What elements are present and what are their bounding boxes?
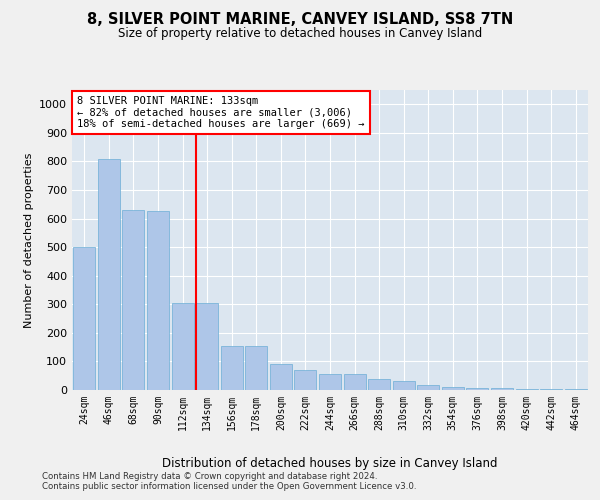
Text: Contains public sector information licensed under the Open Government Licence v3: Contains public sector information licen… xyxy=(42,482,416,491)
Bar xyxy=(147,212,169,390)
Bar xyxy=(73,247,95,390)
Bar xyxy=(221,346,243,390)
Bar xyxy=(540,388,562,390)
Text: 8 SILVER POINT MARINE: 133sqm
← 82% of detached houses are smaller (3,006)
18% o: 8 SILVER POINT MARINE: 133sqm ← 82% of d… xyxy=(77,96,365,129)
Bar xyxy=(319,374,341,390)
Bar xyxy=(491,388,513,390)
Bar xyxy=(196,303,218,390)
Bar xyxy=(392,382,415,390)
Bar xyxy=(270,364,292,390)
Bar xyxy=(172,303,194,390)
Text: 8, SILVER POINT MARINE, CANVEY ISLAND, SS8 7TN: 8, SILVER POINT MARINE, CANVEY ISLAND, S… xyxy=(87,12,513,28)
Bar xyxy=(466,388,488,390)
Y-axis label: Number of detached properties: Number of detached properties xyxy=(23,152,34,328)
Bar xyxy=(245,346,268,390)
Bar xyxy=(98,158,120,390)
Text: Size of property relative to detached houses in Canvey Island: Size of property relative to detached ho… xyxy=(118,28,482,40)
Text: Distribution of detached houses by size in Canvey Island: Distribution of detached houses by size … xyxy=(162,458,498,470)
Bar xyxy=(515,388,538,390)
Text: Contains HM Land Registry data © Crown copyright and database right 2024.: Contains HM Land Registry data © Crown c… xyxy=(42,472,377,481)
Bar xyxy=(344,374,365,390)
Bar xyxy=(442,386,464,390)
Bar xyxy=(417,385,439,390)
Bar xyxy=(122,210,145,390)
Bar xyxy=(368,379,390,390)
Bar xyxy=(565,388,587,390)
Bar xyxy=(295,370,316,390)
